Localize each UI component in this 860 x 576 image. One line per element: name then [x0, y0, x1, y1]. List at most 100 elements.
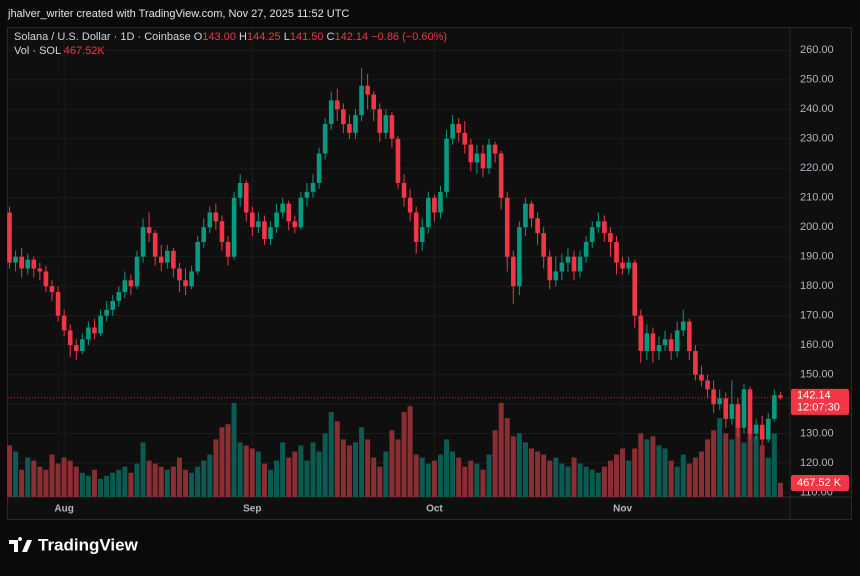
volume-bar — [486, 454, 492, 497]
volume-bar — [195, 466, 201, 497]
candle-body — [492, 144, 498, 154]
volume-bar — [73, 466, 79, 497]
volume-bar — [207, 454, 213, 497]
candle-body — [571, 256, 577, 272]
volume-bar — [729, 439, 735, 497]
volume-bar — [705, 439, 711, 497]
candle-body — [322, 124, 328, 154]
plot: 110.00120.00130.00140.00150.00160.00170.… — [7, 28, 849, 515]
candle-body — [177, 268, 182, 281]
volume-bar — [201, 460, 207, 497]
volume-bar — [164, 469, 170, 497]
candle-body — [395, 138, 401, 183]
candle-body — [140, 227, 146, 257]
y-tick-label: 230.00 — [800, 133, 834, 145]
volume-bar — [668, 460, 674, 497]
candle-body — [595, 221, 601, 228]
candle-body — [541, 233, 546, 257]
candle-body — [98, 315, 103, 334]
volume-bar — [19, 469, 25, 497]
candle-body — [49, 286, 55, 293]
symbol-name: Solana / U.S. Dollar · 1D · Coinbase — [14, 31, 191, 43]
volume-bar — [686, 463, 692, 497]
candle-body — [620, 262, 625, 269]
volume-bar — [243, 445, 249, 497]
y-tick-label: 170.00 — [800, 310, 834, 322]
y-tick-label: 150.00 — [800, 369, 834, 381]
ohlc-value: 144.25 — [247, 31, 281, 43]
volume-name: Vol · SOL — [14, 45, 61, 57]
volume-bar — [771, 433, 777, 497]
candle-body — [407, 197, 413, 213]
volume-bar — [268, 469, 274, 497]
y-tick-label: 200.00 — [800, 221, 834, 233]
candle-body — [626, 262, 631, 269]
volume-bar — [413, 454, 419, 497]
volume-bar — [644, 439, 650, 497]
candle-body — [219, 221, 225, 242]
volume-bar — [522, 442, 528, 497]
volume-bar — [450, 451, 456, 497]
candle-body — [231, 197, 237, 257]
volume-bar — [25, 457, 31, 497]
volume-bar — [7, 445, 12, 497]
volume-bar — [407, 406, 413, 497]
candle-body — [86, 327, 91, 340]
candle-body — [778, 395, 783, 398]
candle-body — [61, 315, 67, 331]
candle-body — [237, 182, 243, 198]
ohlc-value: 141.50 — [290, 31, 324, 43]
candle-body — [268, 227, 273, 240]
candle-body — [298, 197, 304, 228]
candle-body — [723, 398, 729, 419]
candle-body — [152, 233, 158, 257]
volume-bar — [674, 466, 680, 497]
candle-body — [753, 424, 759, 434]
volume-bar — [474, 463, 480, 497]
ohlc-key: H — [239, 31, 247, 43]
volume-bar — [37, 466, 43, 497]
candle-body — [359, 85, 364, 116]
volume-bar — [334, 421, 340, 497]
candle-body — [7, 212, 12, 263]
volume-bar — [577, 463, 583, 497]
y-tick-label: 120.00 — [800, 457, 834, 469]
volume-bar — [638, 433, 644, 497]
x-tick-label: Aug — [54, 504, 73, 515]
candle-body — [122, 280, 128, 293]
volume-bar — [717, 418, 723, 497]
candle-body — [171, 250, 176, 269]
candle-body — [353, 115, 358, 133]
volume-bar — [340, 439, 346, 497]
volume-bar — [553, 457, 559, 497]
volume-bar — [85, 475, 91, 497]
candle-body — [304, 191, 310, 198]
volume-bar — [401, 412, 407, 497]
volume-bar — [759, 445, 765, 497]
volume-bar — [261, 463, 267, 497]
volume-bar — [583, 466, 589, 497]
candle-body — [511, 256, 516, 287]
volume-bar — [116, 469, 122, 497]
candle-body — [73, 345, 79, 352]
candle-body — [413, 212, 419, 242]
candle-body — [262, 221, 267, 240]
volume-bar — [274, 460, 280, 497]
candle-body — [128, 280, 134, 287]
candle-body — [504, 197, 510, 257]
volume-bar — [535, 451, 541, 497]
change: −0.86 (−0.60%) — [371, 31, 447, 43]
volume-bar — [662, 448, 668, 497]
candle-body — [644, 333, 650, 352]
candle-body — [80, 339, 85, 352]
candle-body — [486, 144, 492, 169]
volume-bar — [777, 482, 783, 497]
volume-bar — [541, 454, 547, 497]
candle-body — [674, 330, 680, 352]
y-tick-label: 160.00 — [800, 339, 834, 351]
volume-bar — [231, 403, 237, 497]
volume-bar — [328, 412, 334, 497]
candle-body — [25, 259, 31, 269]
candle-body — [456, 124, 461, 133]
volume-bar — [219, 427, 225, 497]
